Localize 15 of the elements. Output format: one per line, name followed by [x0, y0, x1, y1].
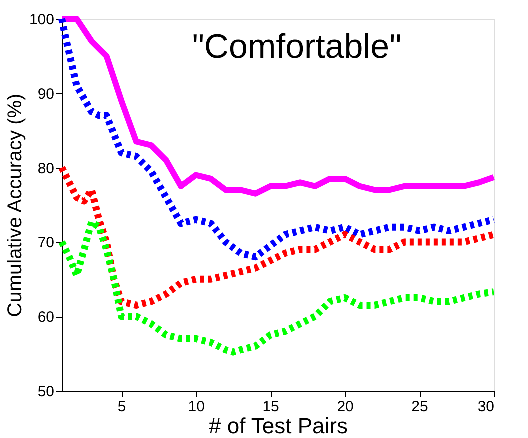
x-tick-label: 15 [262, 398, 280, 416]
y-tick-label: 50 [38, 384, 54, 400]
x-tick-label: 30 [478, 398, 494, 416]
y-tick-label: 90 [38, 86, 54, 103]
y-tick-label: 70 [38, 234, 54, 252]
x-axis-title: # of Test Pairs [209, 414, 348, 438]
y-tick-label: 80 [38, 160, 54, 178]
chart-title: "Comfortable" [192, 28, 402, 66]
x-tick-label: 10 [188, 398, 205, 416]
x-tick-label: 5 [118, 398, 126, 416]
y-axis-title: Cumulative Accuracy (%) [4, 94, 26, 318]
x-tick-label: 25 [412, 398, 428, 416]
y-tick-label: 100 [29, 12, 54, 28]
y-tick-label: 60 [38, 309, 54, 326]
x-tick-label: 20 [337, 398, 354, 416]
